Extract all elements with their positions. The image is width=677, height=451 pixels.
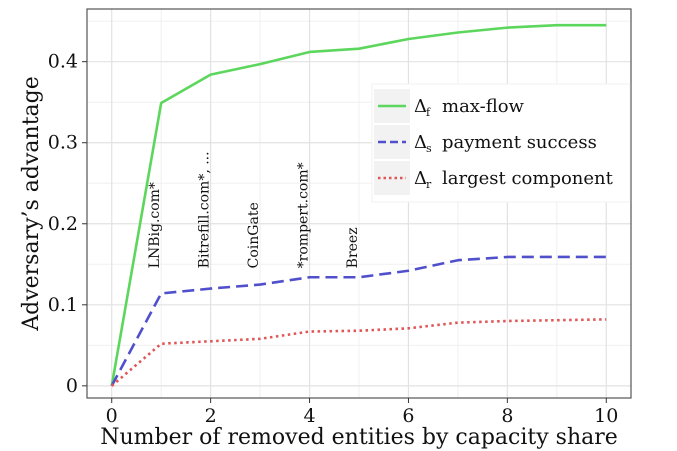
series-line-s xyxy=(110,255,607,387)
legend-label: max-flow xyxy=(442,96,525,117)
y-tick-label: 0.1 xyxy=(48,294,78,316)
x-axis-ticks: 0 2 4 6 8 10 xyxy=(106,398,618,427)
legend-symbol: Δ xyxy=(414,96,427,117)
legend-symbol: Δ xyxy=(414,132,427,153)
y-tick-label: 0.3 xyxy=(48,132,78,154)
annotation-label: Breez xyxy=(345,227,361,268)
legend-subscript: r xyxy=(426,178,432,191)
series-line-r xyxy=(110,318,607,387)
series-lines xyxy=(110,23,607,387)
x-tick-label: 4 xyxy=(303,405,315,427)
y-axis-ticks: 0 0.1 0.2 0.3 0.4 xyxy=(48,51,87,397)
plot-frame xyxy=(86,8,632,399)
y-tick-label: 0.2 xyxy=(48,213,78,235)
legend-symbol: Δ xyxy=(414,168,427,189)
x-tick-label: 8 xyxy=(501,405,513,427)
annotation-label: CoinGate xyxy=(246,202,262,268)
annotations: LNBig.com* Bitrefill.com*, ... CoinGate *ro… xyxy=(147,151,361,268)
legend-box xyxy=(371,83,631,203)
legend-label: payment success xyxy=(442,132,597,153)
x-tick-label: 6 xyxy=(402,405,414,427)
x-tick-label: 10 xyxy=(594,405,618,427)
legend-label: largest component xyxy=(442,168,614,189)
annotation-label: LNBig.com* xyxy=(147,182,163,268)
y-tick-label: 0 xyxy=(66,375,78,397)
x-tick-label: 0 xyxy=(106,405,118,427)
x-axis-title: Number of removed entities by capacity s… xyxy=(100,425,618,450)
legend-subscript: f xyxy=(426,106,431,119)
legend-subscript: s xyxy=(426,142,432,155)
annotation-label: Bitrefill.com*, ... xyxy=(197,151,213,268)
y-axis-title: Adversary’s advantage xyxy=(19,76,44,332)
x-tick-label: 2 xyxy=(205,405,217,427)
annotation-label: *rompert.com* xyxy=(296,162,312,268)
series-line-f xyxy=(110,23,607,387)
y-tick-label: 0.4 xyxy=(48,51,78,73)
